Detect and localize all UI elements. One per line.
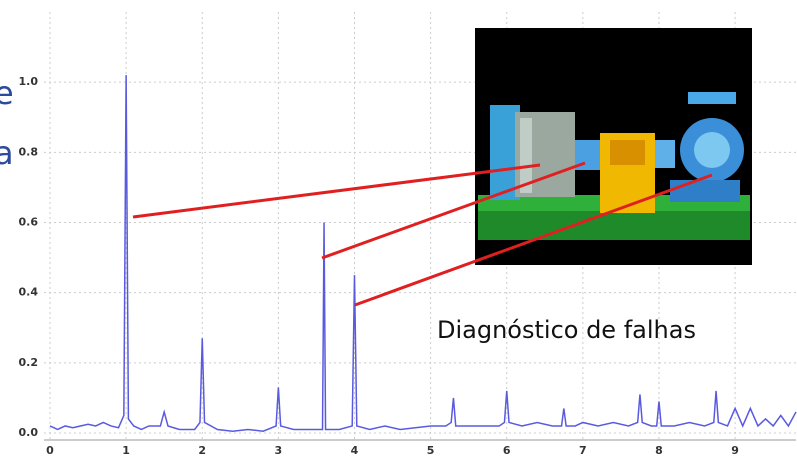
y-tick-label: 0.2 — [19, 356, 39, 369]
x-tick-label: 9 — [731, 444, 739, 457]
x-tick-label: 4 — [351, 444, 359, 457]
x-tick-label: 0 — [46, 444, 54, 457]
x-tick-label: 1 — [122, 444, 130, 457]
x-tick-label: 5 — [427, 444, 435, 457]
x-tick-label: 6 — [503, 444, 511, 457]
chart: e a 0.0 0.2 0.4 0.6 0.8 1.0 0 1 2 3 4 5 6 7 8 9 Diagnós… — [0, 0, 797, 459]
y-tick-label: 0.4 — [19, 286, 39, 299]
machine-image — [475, 28, 752, 265]
y-tick-label: 0.8 — [19, 145, 39, 158]
x-tick-label: 3 — [275, 444, 283, 457]
x-tick-label: 8 — [655, 444, 663, 457]
y-tick-label: 0.0 — [19, 426, 39, 439]
x-tick-label: 2 — [198, 444, 206, 457]
annotation: Diagnóstico de falhas — [437, 316, 696, 344]
side-text: e — [0, 74, 14, 112]
y-tick-label: 0.6 — [19, 215, 39, 228]
y-tick-label: 1.0 — [19, 75, 39, 88]
side-text: a — [0, 134, 14, 172]
x-tick-label: 7 — [579, 444, 587, 457]
